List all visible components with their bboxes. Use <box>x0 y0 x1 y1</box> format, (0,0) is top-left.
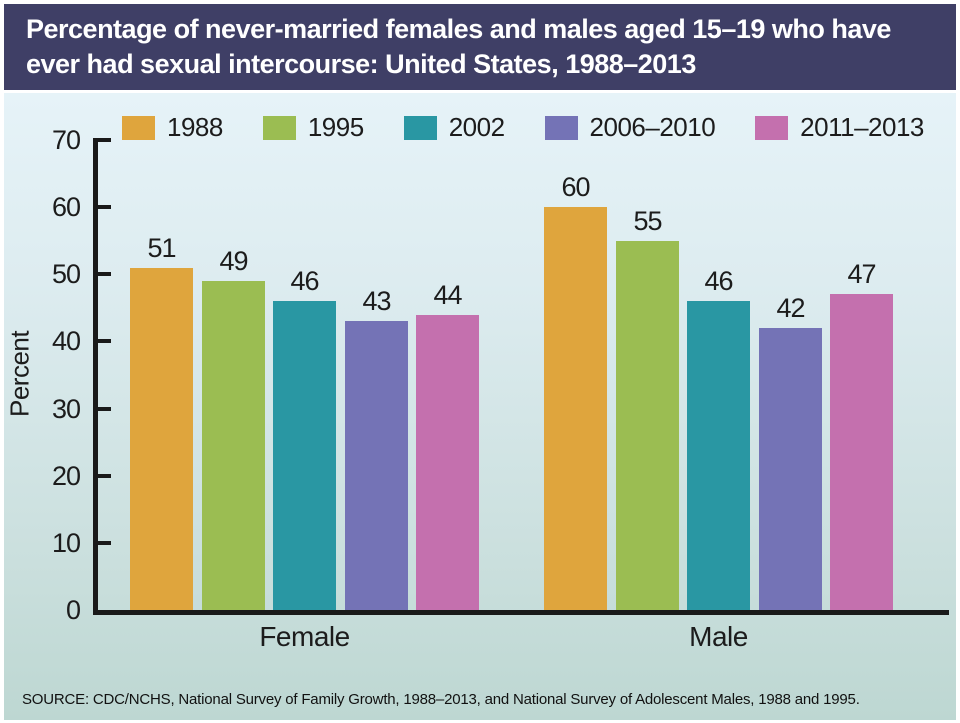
y-tick-mark <box>98 138 111 142</box>
legend-item-1995: 1995 <box>262 112 364 143</box>
bar-female-2011–2013 <box>416 315 479 610</box>
legend-label: 2006–2010 <box>589 112 716 142</box>
legend-swatch-icon <box>544 115 578 140</box>
y-tick-label: 60 <box>51 192 81 223</box>
y-axis-title: Percent <box>4 330 35 418</box>
category-label-male: Male <box>689 621 748 652</box>
x-axis-line <box>93 610 949 615</box>
chart-area: 1988 1995 2002 2006–2010 2011–2013 Percent 0… <box>4 93 956 720</box>
legend: 1988 1995 2002 2006–2010 2011–2013 <box>122 112 924 143</box>
legend-label: 2002 <box>448 112 505 142</box>
bar-value-label: 46 <box>290 266 319 296</box>
bar-value-label: 55 <box>633 206 662 236</box>
legend-item-2002: 2002 <box>403 112 505 143</box>
bar-value-label: 44 <box>433 280 462 310</box>
y-tick-label: 10 <box>51 527 81 558</box>
bar-female-2002 <box>273 301 336 610</box>
legend-swatch-icon <box>755 115 789 140</box>
y-tick-mark <box>98 339 111 344</box>
source-note: SOURCE: CDC/NCHS, National Survey of Fam… <box>22 691 860 708</box>
y-tick-mark <box>98 540 111 545</box>
bar-male-1988 <box>544 207 607 610</box>
y-tick-label: 0 <box>65 595 81 625</box>
y-tick-mark <box>98 473 111 478</box>
legend-swatch-icon <box>403 115 437 140</box>
bar-value-label: 43 <box>362 286 391 316</box>
bar-male-2006–2010 <box>759 328 822 610</box>
y-axis-line <box>93 138 98 614</box>
bar-female-1988 <box>130 268 193 610</box>
y-tick-mark <box>98 272 111 277</box>
chart-title-line-2: ever had sexual intercourse: United Stat… <box>26 49 696 79</box>
bar-value-label: 60 <box>561 172 590 202</box>
bar-female-1995 <box>202 281 265 610</box>
legend-label: 1988 <box>167 112 223 142</box>
legend-swatch-icon <box>122 115 155 140</box>
bar-value-label: 46 <box>704 266 733 296</box>
y-tick-label: 70 <box>51 125 81 155</box>
chart-title: Percentage of never-married females and … <box>4 4 956 90</box>
legend-swatch-icon <box>262 115 296 140</box>
legend-item-2006–2010: 2006–2010 <box>544 112 716 143</box>
bar-value-label: 49 <box>219 246 248 276</box>
legend-item-1988: 1988 <box>122 112 223 143</box>
legend-label: 2011–2013 <box>800 112 924 142</box>
y-tick-label: 30 <box>51 393 81 424</box>
bar-female-2006–2010 <box>345 321 408 610</box>
chart-title-line-1: Percentage of never-married females and … <box>26 14 891 44</box>
y-tick-label: 40 <box>51 326 81 357</box>
bar-value-label: 51 <box>147 233 176 263</box>
bar-male-2011–2013 <box>830 294 893 610</box>
bar-male-2002 <box>687 301 750 610</box>
y-tick-label: 50 <box>51 259 81 290</box>
bar-male-1995 <box>616 241 679 610</box>
y-tick-mark <box>98 406 111 411</box>
legend-item-2011–2013: 2011–2013 <box>755 112 924 143</box>
category-label-female: Female <box>259 621 350 652</box>
legend-label: 1995 <box>307 112 364 142</box>
y-tick-mark <box>98 205 111 210</box>
y-tick-label: 20 <box>51 460 81 491</box>
bar-value-label: 47 <box>847 259 876 289</box>
bar-value-label: 42 <box>776 293 805 323</box>
